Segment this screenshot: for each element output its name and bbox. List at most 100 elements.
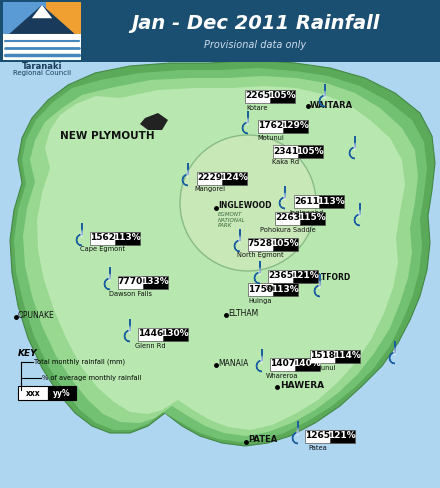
Polygon shape <box>354 143 356 150</box>
FancyBboxPatch shape <box>298 144 323 158</box>
Text: 7770: 7770 <box>118 278 143 286</box>
Polygon shape <box>37 86 405 430</box>
FancyBboxPatch shape <box>270 89 295 102</box>
FancyBboxPatch shape <box>273 283 297 296</box>
FancyBboxPatch shape <box>115 231 139 244</box>
Polygon shape <box>46 2 81 34</box>
Text: Patea: Patea <box>308 445 327 450</box>
Text: Kaka Rd: Kaka Rd <box>272 160 299 165</box>
FancyBboxPatch shape <box>310 349 335 363</box>
Polygon shape <box>319 281 321 288</box>
Text: Stratford: Stratford <box>266 285 295 290</box>
Text: 2611: 2611 <box>294 197 319 205</box>
FancyBboxPatch shape <box>90 231 115 244</box>
FancyBboxPatch shape <box>268 269 293 283</box>
Text: KEY: KEY <box>18 349 38 358</box>
Text: 121%: 121% <box>328 431 356 441</box>
FancyBboxPatch shape <box>275 211 300 224</box>
Polygon shape <box>254 261 260 284</box>
Text: 105%: 105% <box>271 240 299 248</box>
Polygon shape <box>257 349 262 371</box>
Text: Dawson Falls: Dawson Falls <box>109 290 152 297</box>
FancyBboxPatch shape <box>197 171 222 184</box>
FancyBboxPatch shape <box>248 238 273 250</box>
FancyBboxPatch shape <box>163 327 187 341</box>
Text: 114%: 114% <box>333 351 361 361</box>
Text: Inglewood: Inglewood <box>289 209 323 216</box>
Text: 113%: 113% <box>317 197 345 205</box>
FancyBboxPatch shape <box>48 386 76 400</box>
FancyBboxPatch shape <box>319 195 344 207</box>
Text: Huinga: Huinga <box>249 298 272 304</box>
Text: WAITARA: WAITARA <box>310 102 353 110</box>
FancyBboxPatch shape <box>245 89 270 102</box>
FancyBboxPatch shape <box>293 269 318 283</box>
FancyBboxPatch shape <box>118 276 143 288</box>
Text: OPUNAKE: OPUNAKE <box>18 310 55 320</box>
FancyBboxPatch shape <box>248 283 273 296</box>
Text: 1762: 1762 <box>258 122 283 130</box>
Polygon shape <box>247 118 249 125</box>
Polygon shape <box>315 274 320 297</box>
Polygon shape <box>77 223 82 245</box>
Text: 124%: 124% <box>220 174 248 183</box>
Polygon shape <box>284 193 286 201</box>
FancyBboxPatch shape <box>295 358 319 370</box>
FancyBboxPatch shape <box>270 358 295 370</box>
Polygon shape <box>81 230 83 238</box>
FancyBboxPatch shape <box>258 120 283 133</box>
FancyBboxPatch shape <box>335 349 359 363</box>
Text: 1562: 1562 <box>90 233 115 243</box>
Polygon shape <box>187 170 189 178</box>
Text: 113%: 113% <box>271 285 299 293</box>
Text: Jan - Dec 2011 Rainfall: Jan - Dec 2011 Rainfall <box>131 14 379 33</box>
Polygon shape <box>359 210 360 218</box>
Text: 2365: 2365 <box>268 271 293 281</box>
Text: 115%: 115% <box>298 214 326 223</box>
Circle shape <box>180 135 316 271</box>
Text: Rimunui: Rimunui <box>309 365 336 370</box>
Text: 1518: 1518 <box>310 351 335 361</box>
Polygon shape <box>389 341 395 364</box>
Text: 1446: 1446 <box>138 329 163 339</box>
Text: xxx: xxx <box>26 388 40 398</box>
Text: 1750: 1750 <box>248 285 273 293</box>
Polygon shape <box>32 5 52 18</box>
Polygon shape <box>242 111 248 134</box>
FancyBboxPatch shape <box>300 211 325 224</box>
Text: North Egmont: North Egmont <box>237 252 284 259</box>
FancyBboxPatch shape <box>330 429 355 443</box>
Text: HAWERA: HAWERA <box>280 381 324 389</box>
FancyBboxPatch shape <box>273 238 297 250</box>
Text: PATEA: PATEA <box>248 435 277 445</box>
Polygon shape <box>14 68 427 442</box>
FancyBboxPatch shape <box>18 386 48 400</box>
Polygon shape <box>279 186 285 208</box>
FancyBboxPatch shape <box>273 144 298 158</box>
Polygon shape <box>140 113 168 130</box>
Text: 133%: 133% <box>141 278 169 286</box>
FancyBboxPatch shape <box>3 2 81 60</box>
FancyBboxPatch shape <box>143 276 168 288</box>
FancyBboxPatch shape <box>305 429 330 443</box>
Text: STRATFORD: STRATFORD <box>300 273 351 283</box>
Text: 140%: 140% <box>293 360 321 368</box>
Text: 2263: 2263 <box>275 214 300 223</box>
Text: INGLEWOOD: INGLEWOOD <box>218 202 271 210</box>
Polygon shape <box>260 356 263 364</box>
Text: Whareroa: Whareroa <box>266 372 299 379</box>
Text: % of average monthly rainfall: % of average monthly rainfall <box>42 375 141 381</box>
FancyBboxPatch shape <box>3 2 81 34</box>
Text: Kotare: Kotare <box>247 104 268 110</box>
FancyBboxPatch shape <box>0 0 440 62</box>
Text: MANAIA: MANAIA <box>218 359 248 367</box>
Text: Total monthly rainfall (mm): Total monthly rainfall (mm) <box>34 359 125 365</box>
Text: Provisional data only: Provisional data only <box>204 40 306 50</box>
Polygon shape <box>319 84 325 106</box>
Text: Taranaki: Taranaki <box>22 62 62 71</box>
Text: 2265: 2265 <box>245 92 270 101</box>
Polygon shape <box>128 326 131 333</box>
Text: 113%: 113% <box>114 233 141 243</box>
Polygon shape <box>105 267 110 289</box>
Polygon shape <box>238 236 241 244</box>
